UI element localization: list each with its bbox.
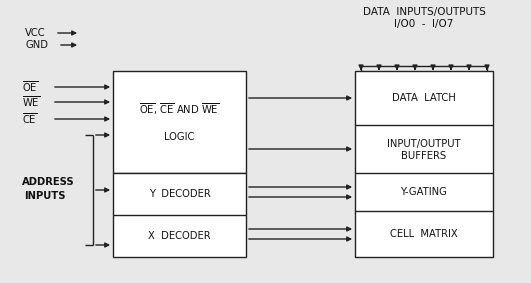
Text: Y  DECODER: Y DECODER (149, 189, 210, 199)
Bar (355, 71, 493, 257)
Bar (113, 71, 246, 173)
Text: VCC: VCC (25, 28, 46, 38)
Text: DATA  INPUTS/OUTPUTS: DATA INPUTS/OUTPUTS (363, 7, 485, 17)
Text: INPUT/OUTPUT: INPUT/OUTPUT (387, 139, 461, 149)
Text: CELL  MATRIX: CELL MATRIX (390, 229, 458, 239)
Text: $\overline{\mathrm{OE}}$: $\overline{\mathrm{OE}}$ (22, 80, 38, 95)
Text: I/O0  -  I/O7: I/O0 - I/O7 (395, 19, 453, 29)
Text: GND: GND (25, 40, 48, 50)
Text: $\overline{\mathrm{OE}}$, $\overline{\mathrm{CE}}$ AND $\overline{\mathrm{WE}}$: $\overline{\mathrm{OE}}$, $\overline{\ma… (139, 102, 220, 117)
Text: DATA  LATCH: DATA LATCH (392, 93, 456, 103)
Text: INPUTS: INPUTS (24, 191, 65, 201)
Text: ADDRESS: ADDRESS (22, 177, 75, 187)
Text: BUFFERS: BUFFERS (401, 151, 447, 161)
Bar (113, 173, 246, 257)
Text: $\overline{\mathrm{WE}}$: $\overline{\mathrm{WE}}$ (22, 95, 40, 110)
Text: X  DECODER: X DECODER (148, 231, 211, 241)
Text: $\overline{\mathrm{CE}}$: $\overline{\mathrm{CE}}$ (22, 112, 37, 127)
Text: LOGIC: LOGIC (164, 132, 195, 142)
Text: Y-GATING: Y-GATING (400, 187, 448, 197)
